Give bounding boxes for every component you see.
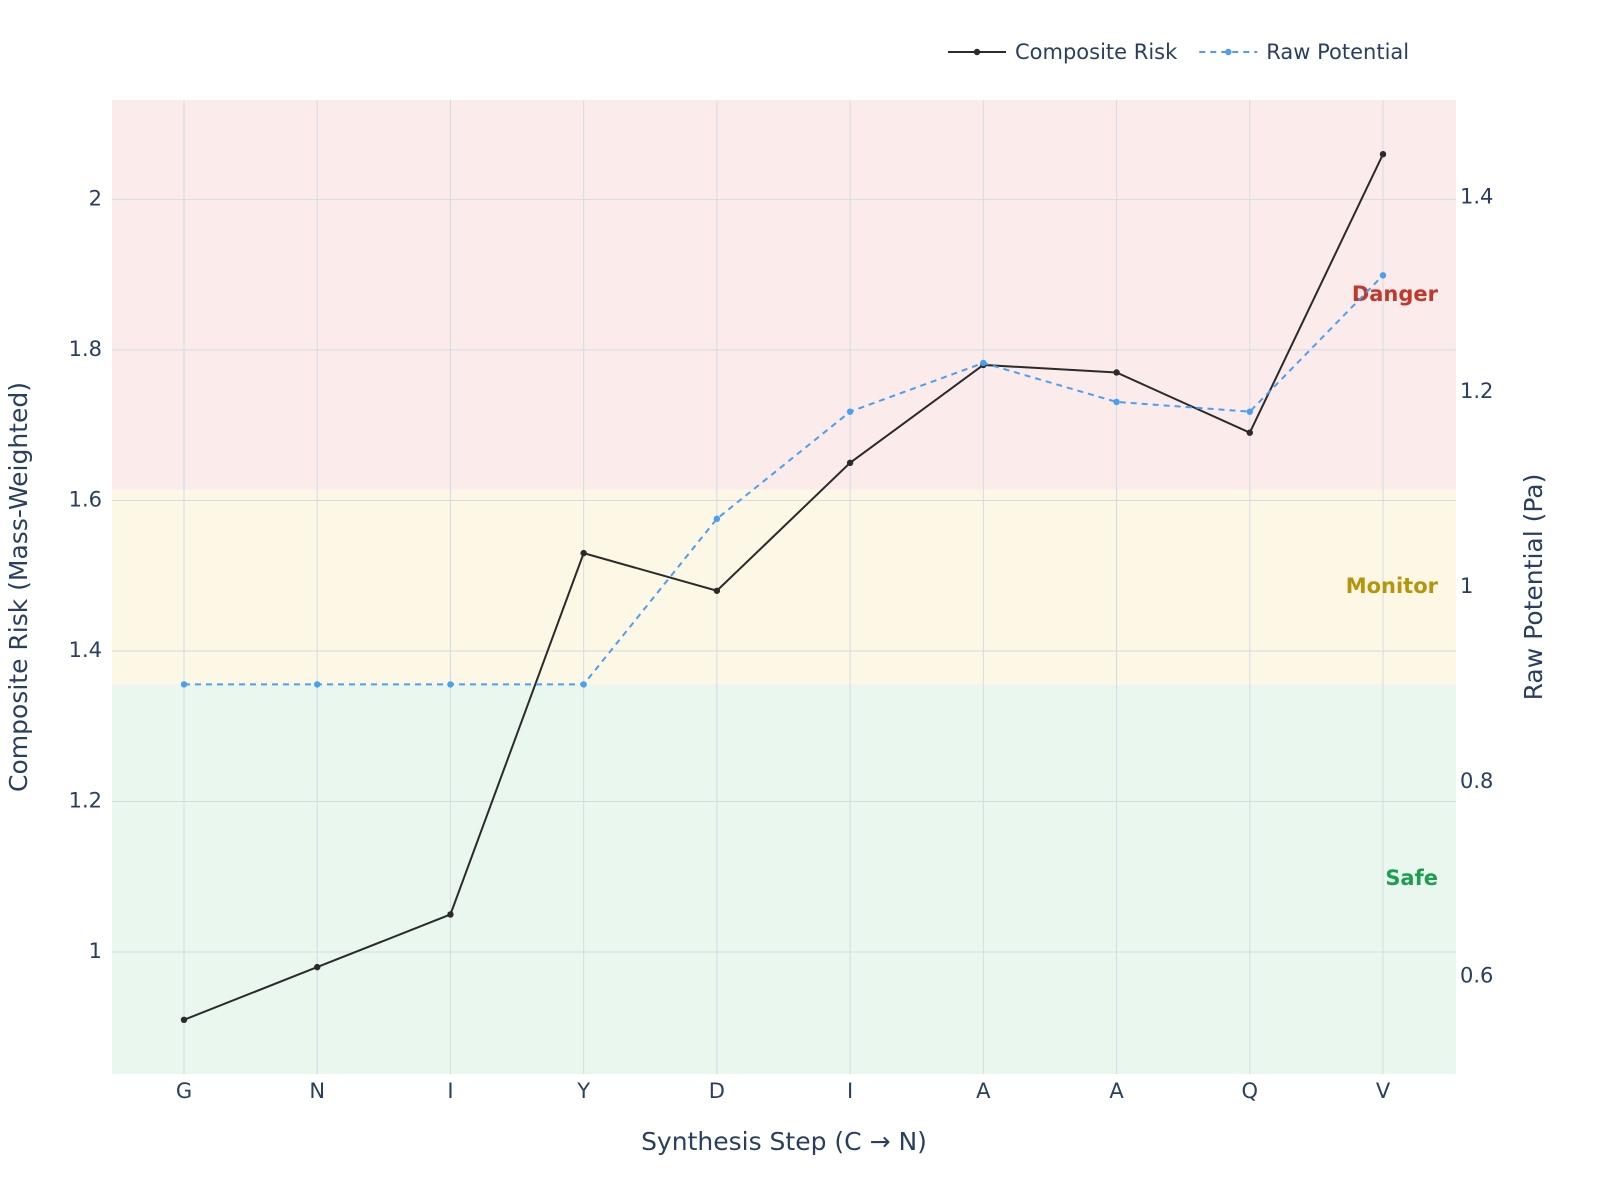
y-tick-label: 1.2 [69, 789, 102, 813]
data-point [580, 681, 587, 688]
x-tick-label: A [1109, 1079, 1124, 1103]
x-tick-label: G [176, 1079, 192, 1103]
data-point [980, 359, 987, 367]
x-tick-label: I [447, 1079, 453, 1103]
band-label: Danger [1352, 282, 1439, 306]
x-axis-title: Synthesis Step (C → N) [641, 1127, 927, 1156]
y2-tick-label: 1.2 [1460, 379, 1493, 403]
data-point [180, 1016, 188, 1024]
series-line [184, 274, 1384, 686]
band [112, 684, 1456, 1074]
legend-label: Raw Potential [1266, 40, 1409, 64]
y2-tick-label: 0.8 [1460, 769, 1493, 793]
data-point [314, 963, 321, 971]
data-point [314, 681, 321, 688]
data-point [846, 408, 854, 415]
y-tick-label: 1.8 [69, 337, 102, 361]
data-point [1246, 408, 1253, 415]
data-point [713, 587, 721, 594]
x-tick-label: Y [576, 1079, 590, 1103]
band [112, 100, 1456, 490]
y2-tick-label: 1.4 [1460, 184, 1493, 208]
data-point [1379, 272, 1387, 279]
data-point [1379, 150, 1387, 158]
x-tick-label: Q [1242, 1079, 1259, 1103]
data-point [846, 459, 854, 467]
legend-marker [1225, 48, 1232, 56]
data-point [1113, 398, 1120, 406]
y2-tick-label: 0.6 [1460, 964, 1493, 988]
data-point [180, 681, 188, 688]
y-axis-title: Composite Risk (Mass-Weighted) [4, 382, 33, 792]
y-tick-label: 1.4 [69, 638, 102, 662]
data-point [1246, 429, 1253, 436]
y-tick-label: 1.6 [69, 487, 102, 511]
data-point [1113, 369, 1120, 376]
legend-marker [973, 48, 981, 56]
x-tick-label: N [309, 1079, 325, 1103]
x-tick-label: D [709, 1079, 725, 1103]
legend-label: Composite Risk [1015, 40, 1178, 64]
y2-axis-title: Raw Potential (Pa) [1519, 474, 1548, 701]
x-tick-label: A [976, 1079, 991, 1103]
y-tick-label: 2 [89, 186, 102, 210]
data-point [580, 549, 587, 557]
band-label: Safe [1385, 866, 1438, 890]
y2-tick-label: 1 [1460, 574, 1473, 598]
plot-background [112, 100, 1456, 1074]
x-tick-label: I [847, 1079, 853, 1103]
data-point [447, 911, 454, 918]
band-label: Monitor [1346, 574, 1439, 598]
x-tick-label: V [1376, 1079, 1391, 1103]
band [112, 489, 1456, 685]
data-point [713, 515, 721, 523]
data-point [447, 681, 454, 688]
series-line [183, 153, 1384, 1021]
y-tick-label: 1 [89, 939, 102, 963]
